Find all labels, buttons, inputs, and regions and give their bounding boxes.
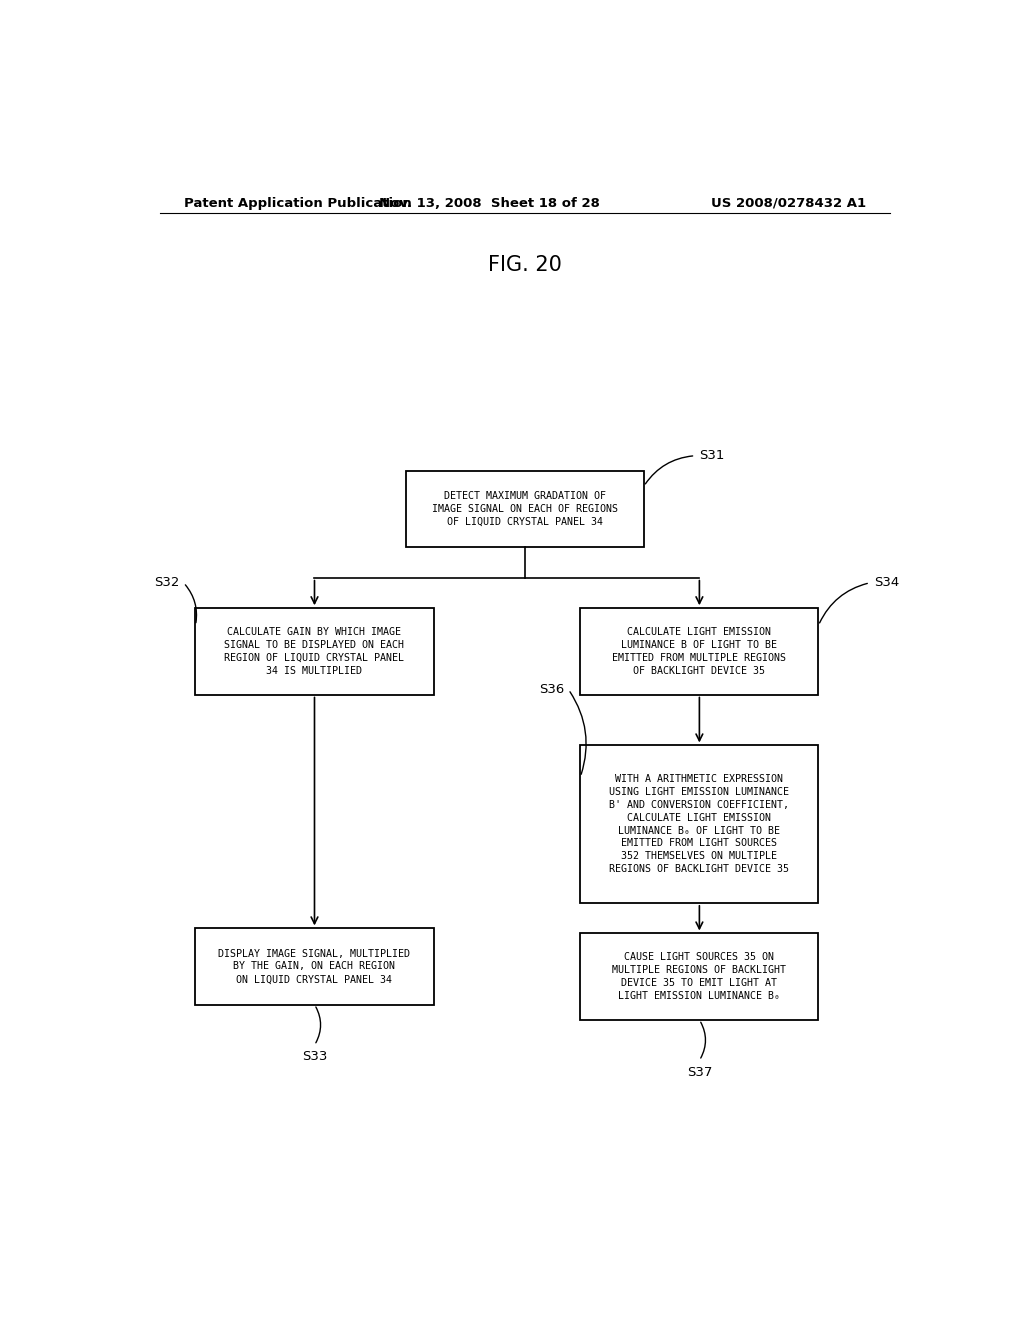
Text: CALCULATE GAIN BY WHICH IMAGE
SIGNAL TO BE DISPLAYED ON EACH
REGION OF LIQUID CR: CALCULATE GAIN BY WHICH IMAGE SIGNAL TO … (224, 627, 404, 676)
Text: US 2008/0278432 A1: US 2008/0278432 A1 (711, 197, 866, 210)
Text: S31: S31 (699, 449, 725, 462)
Text: CALCULATE LIGHT EMISSION
LUMINANCE B OF LIGHT TO BE
EMITTED FROM MULTIPLE REGION: CALCULATE LIGHT EMISSION LUMINANCE B OF … (612, 627, 786, 676)
Text: DISPLAY IMAGE SIGNAL, MULTIPLIED
BY THE GAIN, ON EACH REGION
ON LIQUID CRYSTAL P: DISPLAY IMAGE SIGNAL, MULTIPLIED BY THE … (218, 949, 411, 985)
Text: S33: S33 (302, 1051, 328, 1064)
Text: Patent Application Publication: Patent Application Publication (183, 197, 412, 210)
Text: S34: S34 (874, 577, 899, 589)
Text: CAUSE LIGHT SOURCES 35 ON
MULTIPLE REGIONS OF BACKLIGHT
DEVICE 35 TO EMIT LIGHT : CAUSE LIGHT SOURCES 35 ON MULTIPLE REGIO… (612, 953, 786, 1001)
Text: DETECT MAXIMUM GRADATION OF
IMAGE SIGNAL ON EACH OF REGIONS
OF LIQUID CRYSTAL PA: DETECT MAXIMUM GRADATION OF IMAGE SIGNAL… (432, 491, 617, 527)
Text: S32: S32 (155, 577, 179, 589)
Text: FIG. 20: FIG. 20 (487, 255, 562, 275)
FancyBboxPatch shape (406, 471, 644, 548)
FancyBboxPatch shape (581, 609, 818, 694)
Text: S37: S37 (687, 1065, 712, 1078)
FancyBboxPatch shape (581, 746, 818, 903)
FancyBboxPatch shape (196, 609, 433, 694)
Text: WITH A ARITHMETIC EXPRESSION
USING LIGHT EMISSION LUMINANCE
B' AND CONVERSION CO: WITH A ARITHMETIC EXPRESSION USING LIGHT… (609, 775, 790, 874)
FancyBboxPatch shape (581, 933, 818, 1020)
Text: S36: S36 (540, 682, 564, 696)
Text: Nov. 13, 2008  Sheet 18 of 28: Nov. 13, 2008 Sheet 18 of 28 (379, 197, 599, 210)
FancyBboxPatch shape (196, 928, 433, 1005)
